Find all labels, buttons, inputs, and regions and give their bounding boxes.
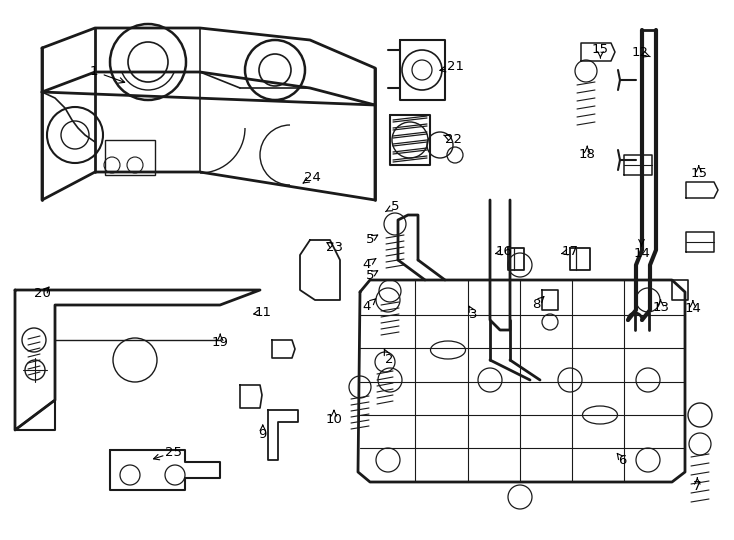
Text: 8: 8 [531,298,540,311]
Text: 24: 24 [304,171,320,184]
Text: 9: 9 [258,428,267,441]
Text: 6: 6 [618,454,627,467]
Bar [105,140,155,175]
Text: 4: 4 [363,300,371,313]
Text: 21: 21 [446,60,464,73]
Text: 20: 20 [34,287,51,300]
Text: 18: 18 [579,148,595,161]
Text: 5: 5 [366,269,374,282]
Text: 5: 5 [366,233,374,246]
Text: 4: 4 [363,258,371,271]
Text: 10: 10 [326,413,342,426]
Text: 5: 5 [390,200,399,213]
Text: 15: 15 [592,43,609,56]
Text: 13: 13 [652,301,669,314]
Text: 14: 14 [685,302,701,315]
Text: 23: 23 [326,241,344,254]
Text: 11: 11 [254,306,272,319]
Text: 2: 2 [385,353,393,366]
Text: 3: 3 [469,308,478,321]
Text: 16: 16 [495,245,512,258]
Text: 14: 14 [633,247,650,260]
Text: 1: 1 [90,65,98,78]
Text: 17: 17 [561,245,578,258]
Text: 15: 15 [690,167,708,180]
Text: 12: 12 [631,46,649,59]
Text: 7: 7 [693,480,702,492]
Text: 22: 22 [445,133,462,146]
Text: 25: 25 [164,446,182,459]
Text: 19: 19 [212,336,228,349]
